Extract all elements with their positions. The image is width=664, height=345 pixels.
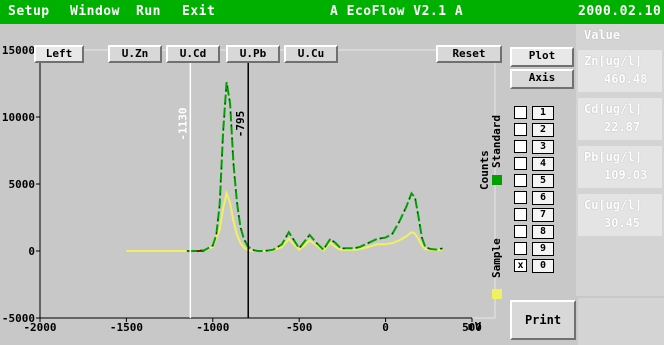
x-tick-label: -500: [286, 321, 313, 334]
y-tick-label: 0: [28, 245, 35, 258]
menubar: Setup Window Run Exit A EcoFlow V2.1 A 2…: [0, 0, 664, 24]
sample-checkbox[interactable]: [514, 157, 527, 170]
plot-button[interactable]: Plot: [510, 47, 574, 67]
x-tick-label: -1000: [196, 321, 229, 334]
sample-number-button[interactable]: 7: [532, 208, 554, 222]
sample-checkbox[interactable]: [514, 225, 527, 238]
print-button[interactable]: Print: [510, 300, 576, 340]
y-tick-label: 15000: [2, 44, 35, 57]
value-entry-value: 460.48: [604, 72, 648, 86]
sample-number-button[interactable]: 9: [532, 242, 554, 256]
value-header: Value: [584, 28, 621, 42]
unit-pb-button[interactable]: U.Pb: [226, 45, 280, 63]
value-entry-value: 22.87: [604, 120, 641, 134]
value-entry-label: Zn[ug/l]: [584, 54, 642, 68]
sample-checkbox[interactable]: [514, 140, 527, 153]
x-axis-label: mV: [468, 320, 482, 333]
menu-window[interactable]: Window: [70, 4, 120, 19]
series-sample-line: [126, 189, 443, 252]
sample-checkbox[interactable]: [514, 106, 527, 119]
x-tick-label: 0: [382, 321, 389, 334]
date-display: 2000.02.10: [578, 4, 662, 19]
y-tick-label: 10000: [2, 111, 35, 124]
series-standard-overlay: [186, 82, 443, 252]
sample-number-button[interactable]: 5: [532, 174, 554, 188]
marker-label: -795: [234, 111, 247, 138]
sample-number-button[interactable]: 2: [532, 123, 554, 137]
unit-cu-button[interactable]: U.Cu: [284, 45, 338, 63]
menu-run[interactable]: Run: [136, 4, 161, 19]
value-entry: Pb[ug/l] 109.03: [578, 146, 662, 188]
value-entry-value: 109.03: [604, 168, 648, 182]
sample-number-button[interactable]: 1: [532, 106, 554, 120]
value-entry: Cu[ug/l] 30.45: [578, 194, 662, 236]
left-button[interactable]: Left: [34, 45, 84, 63]
value-entry-label: Cu[ug/l]: [584, 198, 642, 212]
menu-setup[interactable]: Setup: [8, 4, 50, 19]
sample-number-button[interactable]: 4: [532, 157, 554, 171]
legend-standard-swatch: [492, 175, 502, 185]
value-entry-value: 30.45: [604, 216, 641, 230]
x-tick-label: 500: [462, 321, 482, 334]
value-entry: Zn[ug/l] 460.48: [578, 50, 662, 92]
legend-standard: Standard: [490, 115, 503, 168]
y-tick-label: -5000: [2, 312, 35, 325]
x-tick-label: -2000: [23, 321, 56, 334]
marker-layer: -1130 -795: [176, 50, 249, 318]
unit-zn-button[interactable]: U.Zn: [108, 45, 162, 63]
sample-checkbox[interactable]: x: [514, 259, 527, 272]
sample-checkbox[interactable]: [514, 242, 527, 255]
sample-number-button[interactable]: 3: [532, 140, 554, 154]
value-entry-label: Cd[ug/l]: [584, 102, 642, 116]
marker-label: -1130: [176, 107, 189, 140]
bottom-right-blank: [578, 298, 664, 345]
sample-checkbox[interactable]: [514, 123, 527, 136]
sample-checkbox[interactable]: [514, 208, 527, 221]
app-title: A EcoFlow V2.1 A: [330, 4, 464, 19]
reset-button[interactable]: Reset: [436, 45, 502, 63]
value-entry-label: Pb[ug/l]: [584, 150, 642, 164]
value-entry: Cd[ug/l] 22.87: [578, 98, 662, 140]
legend-sample: Sample: [490, 238, 503, 278]
sample-number-button[interactable]: 8: [532, 225, 554, 239]
sample-checkbox[interactable]: [514, 191, 527, 204]
legend-sample-swatch: [492, 289, 502, 299]
axis-button[interactable]: Axis: [510, 69, 574, 89]
x-tick-label: -1500: [110, 321, 143, 334]
sample-number-button[interactable]: 6: [532, 191, 554, 205]
sample-checkbox[interactable]: [514, 174, 527, 187]
y-tick-label: 5000: [9, 178, 36, 191]
sample-number-button[interactable]: 0: [532, 259, 554, 273]
series-layer: [126, 82, 443, 252]
plot-frame: [39, 49, 496, 319]
unit-cd-button[interactable]: U.Cd: [166, 45, 220, 63]
menu-exit[interactable]: Exit: [182, 4, 216, 19]
